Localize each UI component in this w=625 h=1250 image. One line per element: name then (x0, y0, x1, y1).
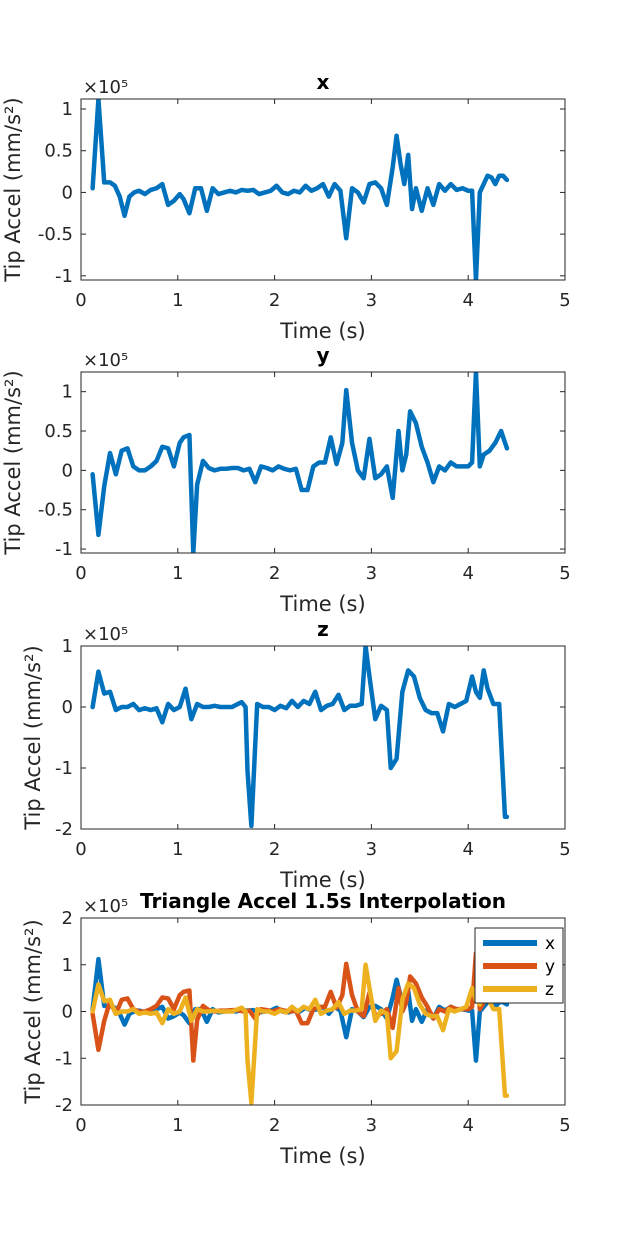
y-axis-label: Tip Accel (mm/s²) (1, 97, 25, 282)
x-tick-label: 1 (172, 290, 183, 311)
series-line-1 (90, 372, 510, 553)
chart-title: Triangle Accel 1.5s Interpolation (140, 889, 506, 913)
x-tick-label: 4 (462, 839, 473, 860)
series-group (90, 99, 510, 280)
y-tick-label: 1 (62, 955, 73, 976)
series-group (90, 372, 510, 553)
series-group (90, 646, 510, 829)
x-tick-label: 3 (366, 563, 377, 584)
y-tick-label: 0.5 (44, 421, 73, 442)
y-axis-label: Tip Accel (mm/s²) (21, 919, 45, 1104)
x-tick-label: 5 (559, 1115, 570, 1136)
x-tick-label: 0 (75, 290, 86, 311)
chart-title: x (317, 70, 330, 94)
series-line-1 (90, 646, 510, 829)
chart-4: 0 1 2 3 4 5 -2 -1 0 1 2 ×10⁵ Triangle Accel 1.5s Int… (21, 889, 571, 1168)
x-tick-label: 0 (75, 563, 86, 584)
x-tick-label: 5 (559, 839, 570, 860)
legend: xyz (474, 927, 564, 1004)
x-tick-label: 2 (269, 839, 280, 860)
legend-label-y: y (545, 957, 555, 977)
y-tick-label: -2 (55, 1095, 73, 1116)
series-line-z (90, 962, 510, 1105)
x-tick-label: 4 (462, 290, 473, 311)
exponent-label: ×10⁵ (83, 77, 128, 98)
x-axis-label: Time (s) (279, 1144, 365, 1168)
x-tick-label: 2 (269, 290, 280, 311)
exponent-label: ×10⁵ (83, 896, 128, 917)
chart-title: y (316, 343, 329, 367)
x-tick-label: 5 (559, 563, 570, 584)
y-tick-label: 0 (62, 1002, 73, 1023)
x-axis-label: Time (s) (279, 868, 365, 892)
y-tick-label: -1 (55, 266, 73, 287)
y-tick-label: -0.5 (38, 224, 73, 245)
y-tick-label: 0 (62, 182, 73, 203)
exponent-label: ×10⁵ (83, 624, 128, 645)
x-tick-label: 5 (559, 290, 570, 311)
x-tick-label: 3 (366, 290, 377, 311)
y-tick-label: 0 (62, 697, 73, 718)
chart-3: 0 1 2 3 4 5 -2 -1 0 1 ×10⁵ z Time (s) Tip Accel (mm/s… (21, 617, 571, 892)
y-axis-label: Tip Accel (mm/s²) (1, 370, 25, 555)
x-tick-label: 1 (172, 1115, 183, 1136)
plot-area (81, 646, 565, 829)
x-axis-label: Time (s) (279, 592, 365, 616)
x-tick-label: 2 (269, 1115, 280, 1136)
legend-label-z: z (545, 980, 554, 1000)
x-tick-label: 1 (172, 563, 183, 584)
series-line-y (90, 950, 510, 1063)
chart-2: 0 1 2 3 4 5 -1 -0.5 0 0.5 1 ×10⁵ y Time (s) Tip Accel … (1, 343, 571, 616)
y-tick-label: -0.5 (38, 500, 73, 521)
x-tick-label: 0 (75, 839, 86, 860)
x-tick-label: 1 (172, 839, 183, 860)
y-tick-label: -2 (55, 819, 73, 840)
x-tick-label: 3 (366, 1115, 377, 1136)
exponent-label: ×10⁵ (83, 350, 128, 371)
series-group (90, 950, 510, 1105)
y-tick-label: -1 (55, 539, 73, 560)
y-tick-label: 1 (62, 636, 73, 657)
x-tick-label: 4 (462, 563, 473, 584)
y-tick-label: -1 (55, 1048, 73, 1069)
y-tick-label: 1 (62, 99, 73, 120)
series-line-1 (90, 99, 510, 280)
y-tick-label: 2 (62, 908, 73, 929)
axes-frame (80, 645, 566, 830)
y-tick-label: -1 (55, 758, 73, 779)
axes-frame (80, 371, 566, 554)
x-tick-label: 0 (75, 1115, 86, 1136)
x-tick-label: 2 (269, 563, 280, 584)
y-tick-label: 0 (62, 460, 73, 481)
axes-frame (80, 98, 566, 281)
y-axis-label: Tip Accel (mm/s²) (21, 645, 45, 830)
y-tick-label: 0.5 (44, 141, 73, 162)
x-axis-label: Time (s) (279, 319, 365, 343)
y-tick-label: 1 (62, 382, 73, 403)
chart-1: 0 1 2 3 4 5 -1 -0.5 0 0.5 1 ×10⁵ x Time (s) Tip Accel … (1, 70, 571, 343)
x-tick-label: 4 (462, 1115, 473, 1136)
x-tick-label: 3 (366, 839, 377, 860)
chart-title: z (317, 617, 329, 641)
legend-label-x: x (545, 934, 555, 954)
